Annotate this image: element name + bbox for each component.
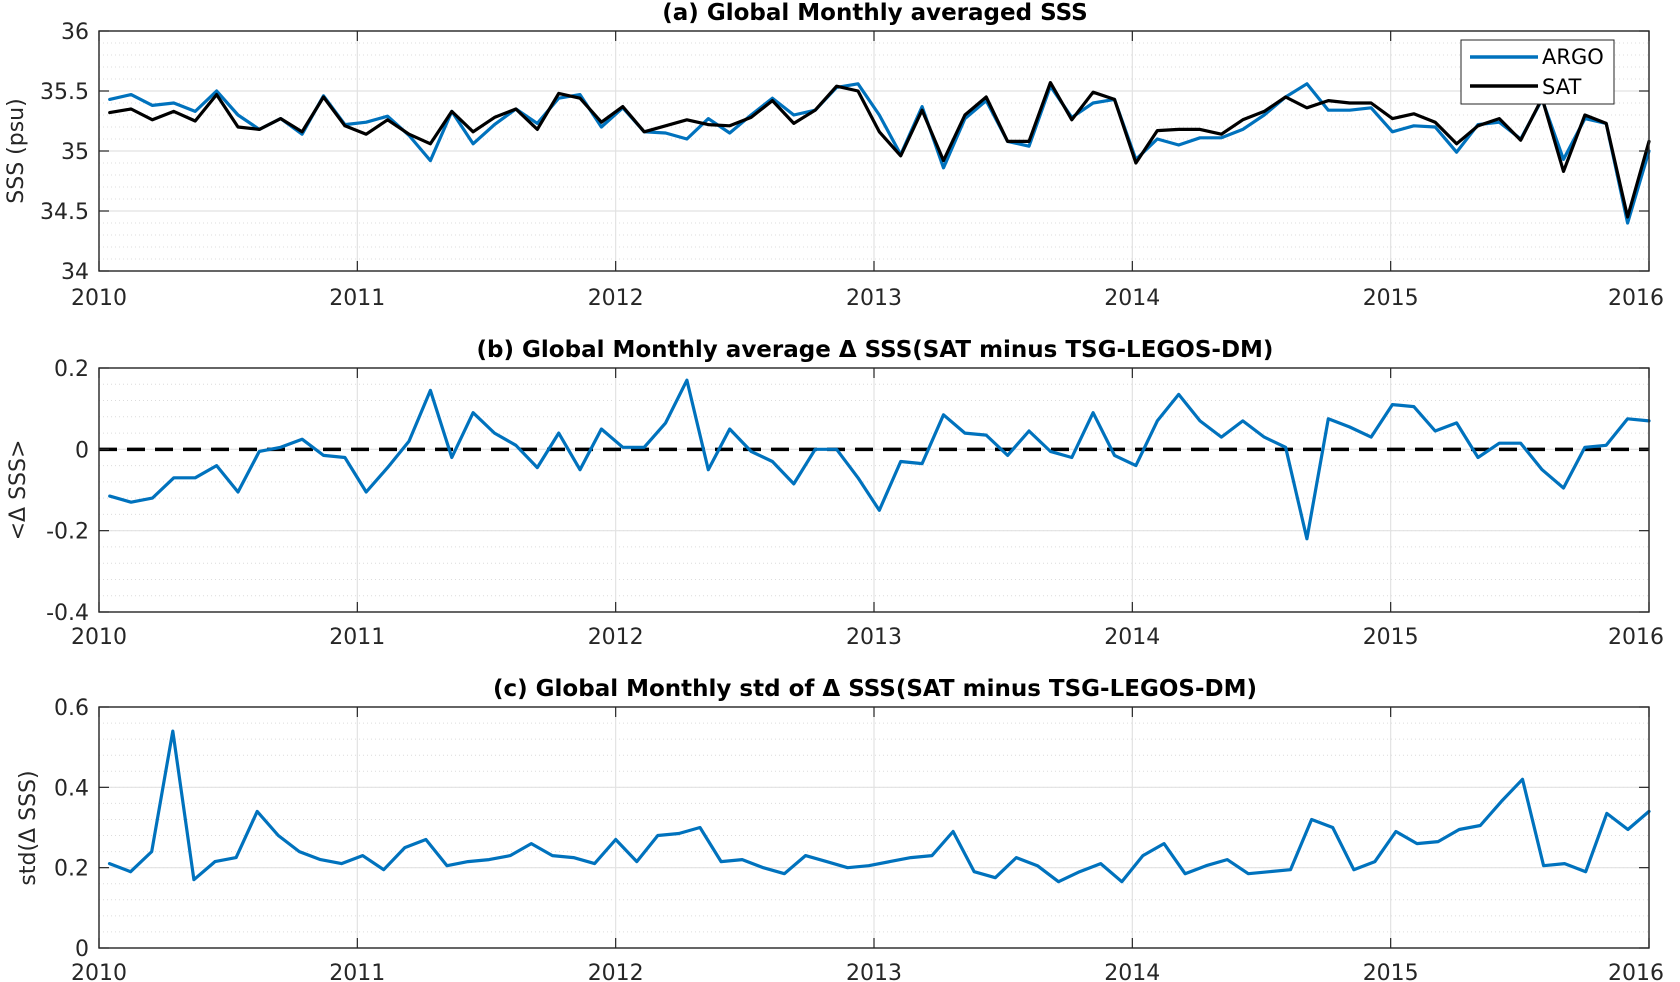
panel-b-xtick-2: 2012 xyxy=(588,625,644,650)
panel-c-xtick-1: 2011 xyxy=(329,961,385,982)
panel-a-argo-line xyxy=(108,82,1651,225)
panel-a-plot-lines xyxy=(108,80,1651,225)
panel-c-ytick-3: 0.6 xyxy=(54,696,89,721)
panel-a-xtick-1: 2011 xyxy=(329,286,385,311)
panel-b-xtick-1: 2011 xyxy=(329,625,385,650)
panel-b-major-grid xyxy=(98,367,1650,613)
panel-b-xtick-3: 2013 xyxy=(846,625,902,650)
panel-c-ytick-0: 0 xyxy=(75,937,89,962)
panel-b-ytick-0: -0.4 xyxy=(46,601,89,626)
panel-c-major-grid xyxy=(98,706,1650,949)
panel-a: (a) Global Monthly averaged SSS 34 34.5 … xyxy=(4,0,1664,311)
panel-a-ytick-1: 34.5 xyxy=(40,200,89,225)
panel-a-xtick-0: 2010 xyxy=(71,286,127,311)
panel-a-ytick-4: 36 xyxy=(61,20,89,45)
panel-b-xtick-6: 2016 xyxy=(1608,625,1664,650)
legend-box xyxy=(1460,39,1615,105)
panel-a-title: (a) Global Monthly averaged SSS xyxy=(662,0,1087,26)
panel-b-title: (b) Global Monthly average Δ SSS(SAT min… xyxy=(477,337,1274,363)
legend-label-sat: SAT xyxy=(1542,75,1581,99)
panel-c-ytick-2: 0.4 xyxy=(54,776,89,801)
panel-c-series-line xyxy=(107,729,1651,884)
panel-a-tick-marks xyxy=(98,30,1650,272)
panel-c-xtick-0: 2010 xyxy=(71,961,127,982)
panel-c-xtick-2: 2012 xyxy=(588,961,644,982)
panel-b-series-line xyxy=(108,378,1651,541)
panel-b-xtick-5: 2015 xyxy=(1363,625,1419,650)
panel-c: (c) Global Monthly std of Δ SSS(SAT minu… xyxy=(16,676,1664,982)
panel-b-xtick-0: 2010 xyxy=(71,625,127,650)
panel-b-ytick-1: -0.2 xyxy=(46,520,89,545)
panel-a-ytick-0: 34 xyxy=(61,260,89,285)
panel-c-xtick-3: 2013 xyxy=(846,961,902,982)
panel-b-ylabel: <Δ SSS> xyxy=(6,440,31,541)
panel-a-xtick-5: 2015 xyxy=(1363,286,1419,311)
panel-c-ylabel: std(Δ SSS) xyxy=(16,770,41,885)
panel-c-title: (c) Global Monthly std of Δ SSS(SAT minu… xyxy=(493,676,1257,702)
panel-a-ylabel: SSS (psu) xyxy=(4,98,29,203)
panel-c-tick-marks xyxy=(98,706,1650,949)
panel-c-plot-lines xyxy=(107,729,1651,884)
panel-c-xtick-5: 2015 xyxy=(1363,961,1419,982)
legend-label-argo: ARGO xyxy=(1542,45,1604,69)
panel-b-ytick-2: 0 xyxy=(75,438,89,463)
panel-a-ytick-3: 35.5 xyxy=(40,80,89,105)
panel-b-xtick-4: 2014 xyxy=(1104,625,1160,650)
panel-b-plot-lines xyxy=(108,378,1651,541)
panel-a-xtick-6: 2016 xyxy=(1608,286,1664,311)
panel-c-xtick-6: 2016 xyxy=(1608,961,1664,982)
panel-a-sat-line xyxy=(108,80,1651,219)
panel-a-xtick-3: 2013 xyxy=(846,286,902,311)
panel-a-xtick-4: 2014 xyxy=(1104,286,1160,311)
panel-a-ytick-2: 35 xyxy=(61,140,89,165)
legend: ARGO SAT xyxy=(1460,39,1615,105)
panel-c-xtick-4: 2014 xyxy=(1104,961,1160,982)
panel-c-ytick-1: 0.2 xyxy=(54,857,89,882)
panel-b-tick-marks xyxy=(98,367,1650,613)
panel-a-xtick-2: 2012 xyxy=(588,286,644,311)
panel-b: (b) Global Monthly average Δ SSS(SAT min… xyxy=(6,337,1664,650)
panel-b-ytick-3: 0.2 xyxy=(54,357,89,382)
